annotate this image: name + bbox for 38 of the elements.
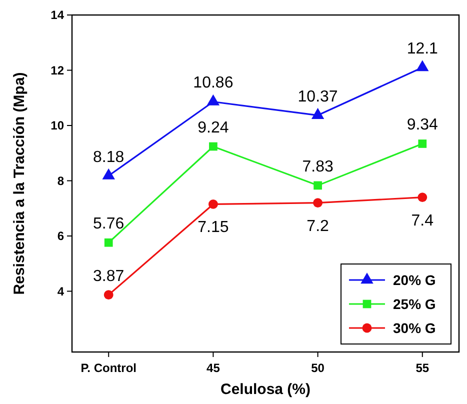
data-label: 10.37 [298,88,338,106]
point [209,142,218,151]
y-tick-label: 12 [50,63,64,78]
point [314,181,322,190]
y-axis-title: Resistencia a la Tracción (Mpa) [11,72,28,295]
data-label: 7.15 [198,219,229,236]
data-label: 7.83 [302,158,334,176]
data-label: 12.1 [406,40,438,58]
data-label: 9.24 [198,119,229,136]
point [418,140,427,148]
y-tick-label: 6 [57,229,64,244]
y-tick-label: 14 [50,8,64,22]
y-tick-label: 10 [50,118,64,133]
point [206,94,220,106]
point [418,192,428,202]
point [416,60,429,72]
x-tick-label: 50 [311,361,325,375]
x-tick-label: P. Control [80,361,136,375]
data-label: 10.86 [193,74,234,92]
point [104,290,114,300]
data-label: 7.2 [306,218,330,235]
legend-label: 30% G [393,320,436,336]
point [104,238,113,247]
point [208,200,218,209]
data-label: 3.87 [93,268,124,285]
legend-label: 25% G [393,296,436,312]
y-tick-label: 4 [57,284,64,298]
point [313,198,323,208]
data-label: 5.76 [93,216,124,233]
x-tick-label: 55 [416,361,430,375]
legend-label: 20% G [393,272,436,288]
data-label: 9.34 [406,116,438,134]
x-tick-label: 45 [206,361,220,375]
y-tick-label: 8 [57,174,64,188]
data-label: 8.18 [93,148,124,166]
x-axis-title: Celulosa (%) [220,381,311,398]
data-label: 7.4 [411,212,434,230]
point [311,108,324,119]
